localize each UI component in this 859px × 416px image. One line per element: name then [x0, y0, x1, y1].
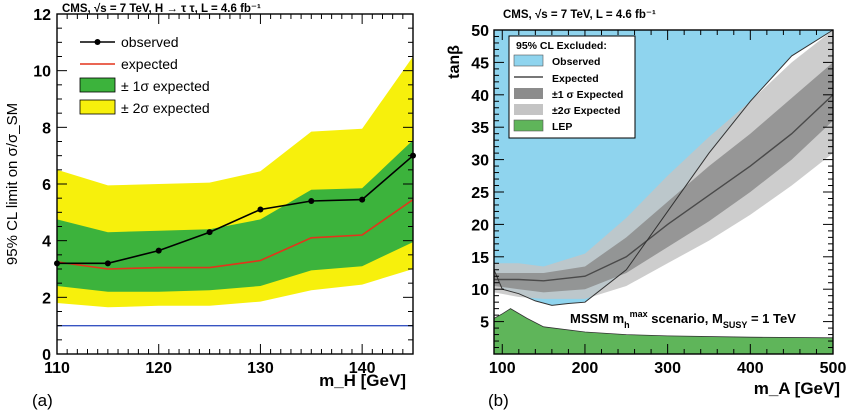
panel-a: CMS, √s = 7 TeV, H → τ τ, L = 4.6 fb⁻¹ 1…	[4, 2, 416, 410]
y-tick-label: 50	[471, 23, 489, 40]
annotation-part-2: scenario, M	[648, 311, 723, 326]
panel-b-ylabel: tanβ	[446, 45, 463, 79]
panel-a-title: CMS, √s = 7 TeV, H → τ τ, L = 4.6 fb⁻¹	[62, 2, 261, 15]
legend-observed-marker	[94, 39, 101, 45]
y-tick-label: 2	[42, 290, 51, 307]
legend-b-title: 95% CL Excluded:	[516, 40, 607, 52]
x-tick-label: 140	[349, 360, 376, 377]
x-tick-label: 100	[489, 360, 516, 377]
annotation-part-1: MSSM m	[570, 311, 624, 326]
annotation-sub-h: h	[624, 320, 630, 330]
legend-b-observed-label: Observed	[552, 56, 600, 68]
x-tick-label: 200	[572, 360, 599, 377]
legend-b-lep-swatch	[513, 119, 544, 132]
x-tick-label: 110	[44, 360, 70, 377]
y-tick-label: 45	[471, 55, 489, 72]
x-tick-label: 300	[654, 360, 681, 377]
panel-b-ticks: 100 200 300 400 500 5 10 15 20 25 30 35 40 45 50	[471, 23, 846, 377]
observed-point	[308, 198, 315, 204]
legend-b-1sigma-label: ±1 σ Expected	[552, 89, 623, 101]
y-tick-label: 5	[480, 315, 489, 332]
panel-a-ticks: 110 120 130 140 0 2 4 6 8 10 12	[33, 7, 414, 377]
x-tick-label: 400	[737, 360, 764, 377]
legend-b-2sigma-label: ±2σ Expected	[552, 105, 620, 117]
y-tick-label: 12	[33, 7, 51, 24]
observed-point	[206, 229, 213, 236]
legend-2sigma-swatch	[79, 99, 116, 115]
y-tick-label: 6	[42, 177, 51, 194]
observed-point	[155, 247, 162, 254]
panel-a-xlabel: m_H [GeV]	[319, 371, 406, 390]
legend-b-2sigma-swatch	[514, 104, 543, 115]
panel-b-title: CMS, √s = 7 TeV, L = 4.6 fb⁻¹	[503, 8, 656, 21]
observed-point	[359, 196, 366, 203]
panel-a-ylabel: 95% CL limit on σ/σ_SM	[4, 103, 21, 265]
panel-b-xlabel: m_A [GeV]	[754, 379, 840, 398]
panel-b-legend-box	[508, 35, 636, 139]
legend-b-expected-label: Expected	[552, 73, 599, 85]
legend-2sigma-label: ± 2σ expected	[121, 100, 210, 116]
legend-1sigma-label: ± 1σ expected	[121, 78, 210, 94]
y-tick-label: 30	[471, 153, 489, 170]
panel-a-lines	[54, 152, 416, 270]
legend-observed-label: observed	[121, 34, 179, 50]
expected-line	[56, 198, 414, 270]
x-tick-label: 130	[247, 360, 274, 377]
y-tick-label: 20	[471, 217, 489, 234]
y-tick-label: 10	[471, 282, 489, 299]
observed-contour	[493, 29, 834, 306]
y-tick-label: 4	[42, 234, 51, 251]
y-tick-label: 15	[471, 250, 489, 267]
legend-expected-label: expected	[121, 56, 178, 72]
observed-point	[104, 260, 111, 267]
y-tick-label: 35	[471, 120, 489, 137]
annotation-sup-max: max	[630, 309, 648, 319]
observed-point	[257, 206, 264, 213]
observed-line	[57, 155, 414, 265]
panel-a-label: (a)	[32, 391, 53, 410]
annotation-sub-susy: SUSY	[723, 320, 748, 330]
x-tick-label: 120	[145, 360, 172, 377]
x-tick-label: 500	[820, 360, 847, 377]
y-tick-label: 0	[42, 347, 51, 364]
panel-a-legend: observed expected ± 1σ expected ± 2σ exp…	[79, 34, 210, 116]
legend-1sigma-swatch	[79, 77, 116, 93]
y-tick-label: 10	[33, 64, 51, 81]
annotation-part-3: = 1 TeV	[747, 311, 796, 326]
panel-b-legend: 95% CL Excluded: Observed Expected ±1 σ …	[508, 35, 636, 139]
panel-b-annotation: MSSM mhmax scenario, MSUSY = 1 TeV	[570, 309, 796, 330]
panel-b-label: (b)	[488, 391, 509, 410]
band-1sigma	[494, 62, 833, 293]
legend-b-1sigma-swatch	[514, 88, 543, 99]
legend-b-lep-label: LEP	[552, 121, 572, 133]
panel-b: CMS, √s = 7 TeV, L = 4.6 fb⁻¹ 100 200 300 4…	[446, 8, 846, 410]
legend-b-observed-swatch	[513, 54, 544, 67]
y-tick-label: 25	[471, 185, 489, 202]
y-tick-label: 40	[471, 88, 489, 105]
y-tick-label: 8	[42, 120, 51, 137]
